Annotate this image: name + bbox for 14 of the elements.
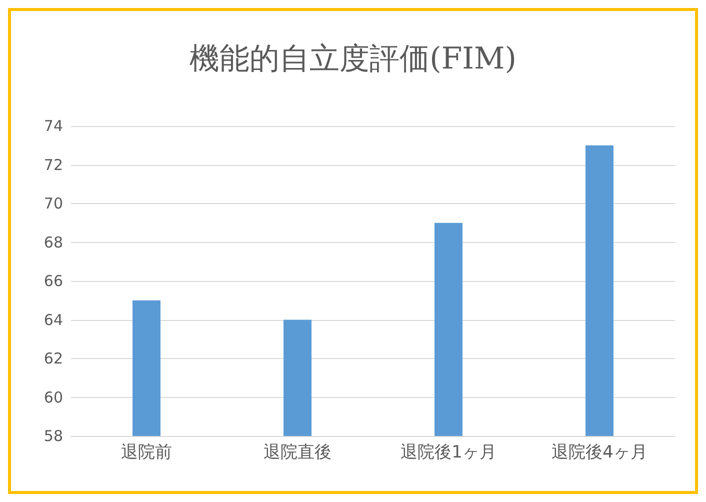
y-tick-label: 72 [44,156,63,174]
y-tick-label: 62 [44,350,63,368]
y-tick-label: 68 [44,233,63,252]
y-tick-label: 70 [44,194,63,212]
y-tick-label: 64 [44,310,63,329]
y-tick-label: 66 [44,272,63,290]
x-tick-label: 退院直後 [264,442,332,462]
y-tick-label: 60 [44,388,63,406]
x-tick-label: 退院後4ヶ月 [552,442,648,462]
x-tick-label: 退院後1ヶ月 [400,442,496,462]
chart-title: 機能的自立度評価(FIM) [190,42,516,76]
x-tick-label: 退院前 [121,442,172,462]
y-tick-label: 58 [44,427,63,445]
y-tick-label: 74 [44,117,63,135]
